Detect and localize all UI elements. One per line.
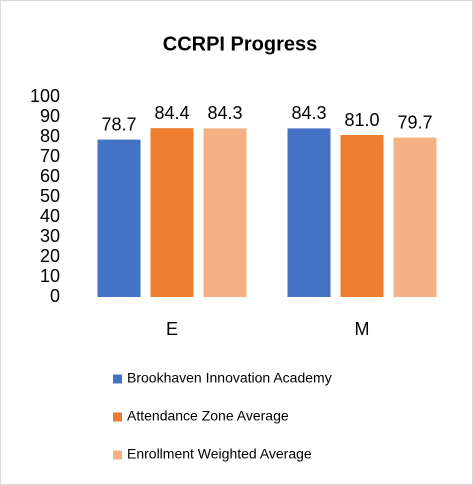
value-label: 84.3 [207,103,242,123]
y-tick-label: 40 [40,206,60,226]
legend-swatch [113,412,122,422]
bar [393,137,437,297]
y-tick-label: 30 [40,226,60,246]
y-tick-label: 50 [40,186,60,206]
bar [340,135,384,297]
bar [203,128,247,297]
legend-label: Brookhaven Innovation Academy [127,370,332,386]
value-label: 78.7 [101,114,136,134]
value-label: 81.0 [344,110,379,130]
y-tick-label: 60 [40,166,60,186]
y-tick-label: 80 [40,126,60,146]
chart-title: CCRPI Progress [163,33,318,55]
legend-swatch [113,450,122,460]
legend-swatch [113,374,122,384]
bar [287,128,331,297]
y-tick-label: 20 [40,246,60,266]
y-tick-label: 100 [30,86,60,106]
value-label: 84.4 [154,103,189,123]
value-label: 84.3 [291,103,326,123]
value-label: 79.7 [397,112,432,132]
bar [150,128,194,297]
y-tick-label: 10 [40,266,60,286]
y-tick-label: 90 [40,106,60,126]
y-tick-label: 70 [40,146,60,166]
bar [97,139,141,297]
legend-label: Enrollment Weighted Average [127,446,312,462]
x-tick-label: E [166,319,178,339]
x-tick-label: M [355,319,370,339]
y-tick-label: 0 [50,286,60,306]
legend-label: Attendance Zone Average [127,408,289,424]
